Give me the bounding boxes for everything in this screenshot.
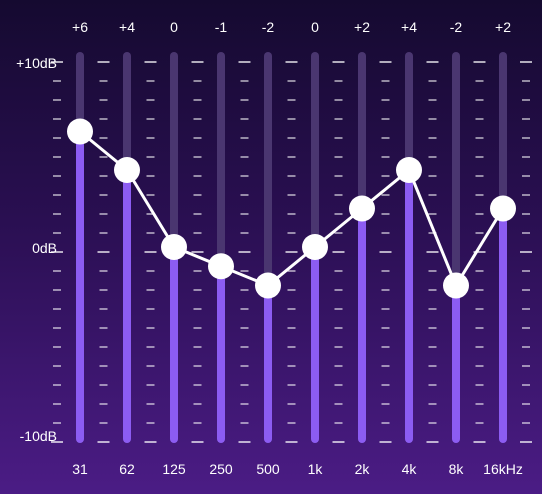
- slider-fill-250: [217, 266, 225, 443]
- frequency-label-250: 250: [209, 461, 233, 477]
- eq-curve-line: [79, 130, 505, 287]
- gain-label-2k: +2: [354, 19, 370, 35]
- frequency-label-500: 500: [256, 461, 280, 477]
- slider-fill-62: [123, 170, 131, 443]
- scale-label-zero: 0dB: [32, 240, 57, 256]
- gain-label-16kHz: +2: [495, 19, 511, 35]
- slider-fill-31: [76, 131, 84, 443]
- slider-fill-1k: [311, 247, 319, 443]
- slider-knob-62[interactable]: [114, 157, 140, 183]
- gain-label-8k: -2: [449, 19, 463, 35]
- slider-fill-125: [170, 247, 178, 443]
- frequency-label-2k: 2k: [354, 461, 370, 477]
- frequency-label-8k: 8k: [448, 461, 464, 477]
- frequency-label-31: 31: [72, 461, 88, 477]
- frequency-label-62: 62: [119, 461, 135, 477]
- slider-knob-125[interactable]: [161, 234, 187, 260]
- frequency-label-125: 125: [162, 461, 186, 477]
- slider-knobs: [67, 118, 516, 299]
- gain-label-4k: +4: [401, 19, 417, 35]
- scale-label-min: -10dB: [19, 428, 57, 444]
- slider-knob-2k[interactable]: [349, 195, 375, 222]
- slider-fill-500: [264, 285, 272, 443]
- slider-knob-16kHz[interactable]: [490, 195, 516, 222]
- eq-curve: [79, 130, 505, 287]
- slider-knob-1k[interactable]: [302, 234, 328, 260]
- scale-label-max: +10dB: [16, 55, 57, 71]
- slider-fill-2k: [358, 208, 366, 443]
- gain-label-31: +6: [72, 19, 88, 35]
- gain-label-62: +4: [119, 19, 135, 35]
- slider-knob-31[interactable]: [67, 118, 93, 145]
- frequency-label-16kHz: 16kHz: [483, 461, 523, 477]
- gain-label-500: -2: [261, 19, 275, 35]
- slider-fill-4k: [405, 170, 413, 443]
- gain-label-125: 0: [170, 19, 178, 35]
- slider-knob-500[interactable]: [255, 272, 281, 299]
- frequency-label-4k: 4k: [401, 461, 417, 477]
- slider-knob-4k[interactable]: [396, 157, 422, 183]
- slider-fill-16kHz: [499, 208, 507, 443]
- frequency-label-1k: 1k: [307, 461, 323, 477]
- gain-label-1k: 0: [311, 19, 319, 35]
- slider-fill-8k: [452, 285, 460, 443]
- slider-knob-250[interactable]: [208, 253, 234, 280]
- slider-knob-8k[interactable]: [443, 272, 469, 299]
- gain-label-250: -1: [214, 19, 228, 35]
